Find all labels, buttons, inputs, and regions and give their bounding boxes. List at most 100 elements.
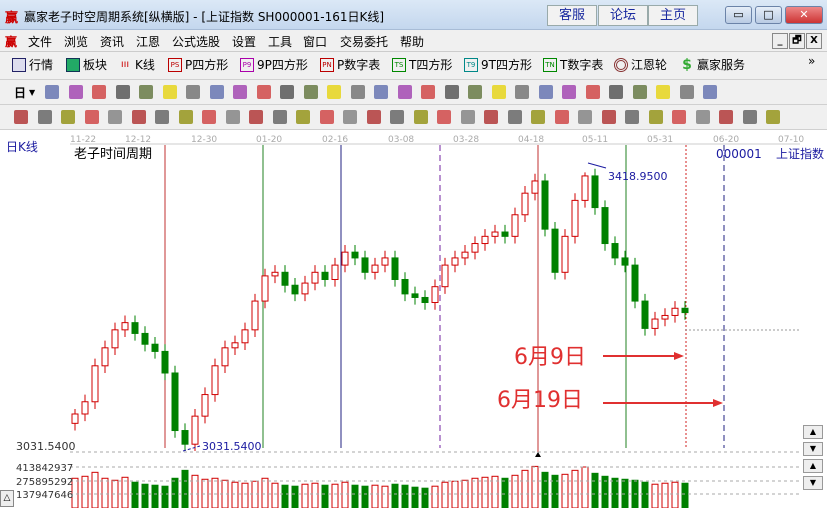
sectors-button[interactable]: 板块 bbox=[66, 56, 107, 73]
t-square-button[interactable]: TS T四方形 bbox=[392, 56, 452, 73]
menu-trade[interactable]: 交易委托 bbox=[340, 35, 389, 49]
drawing-tool-icon[interactable] bbox=[578, 110, 592, 124]
chart-tool-icon[interactable] bbox=[444, 85, 459, 99]
chart-tool-icon[interactable] bbox=[256, 85, 271, 99]
mdi-restore-button[interactable]: 🗗 bbox=[789, 33, 805, 49]
chart-tool-icon[interactable] bbox=[68, 85, 83, 99]
menu-info[interactable]: 资讯 bbox=[100, 35, 125, 49]
scroll-down-button[interactable]: ▼ bbox=[803, 476, 823, 490]
kline-chart[interactable]: 11-22 12-12 12-30 01-20 02-16 03-08 03-28 04-18… bbox=[0, 130, 827, 508]
minimize-button[interactable]: ▭ bbox=[725, 6, 752, 24]
drawing-tool-icon[interactable] bbox=[84, 110, 99, 124]
chart-tool-icon[interactable] bbox=[280, 85, 294, 99]
kline-button[interactable]: ııı K线 bbox=[118, 56, 155, 73]
chart-area[interactable]: 11-22 12-12 12-30 01-20 02-16 03-08 03-28 04-18… bbox=[0, 130, 827, 508]
drawing-tool-icon[interactable] bbox=[413, 110, 428, 124]
chart-tool-icon[interactable] bbox=[515, 85, 529, 99]
chart-tool-icon[interactable] bbox=[45, 85, 59, 99]
drawing-tool-icon[interactable] bbox=[296, 110, 310, 124]
quotes-button[interactable]: 行情 bbox=[12, 56, 53, 73]
gann-wheel-button[interactable]: 江恩轮 bbox=[614, 56, 667, 73]
mdi-close-button[interactable]: X bbox=[806, 33, 822, 49]
drawing-tool-icon[interactable] bbox=[531, 110, 545, 124]
drawing-tool-icon[interactable] bbox=[108, 110, 122, 124]
chart-tool-icon[interactable] bbox=[421, 85, 435, 99]
chart-tool-icon[interactable] bbox=[209, 85, 224, 99]
drawing-tool-icon[interactable] bbox=[601, 110, 616, 124]
chart-tool-icon[interactable] bbox=[538, 85, 553, 99]
drawing-tool-icon[interactable] bbox=[249, 110, 263, 124]
drawing-tool-icon[interactable] bbox=[319, 110, 334, 124]
homepage-link[interactable]: 主页 bbox=[648, 5, 698, 26]
service-button[interactable]: $ 赢家服务 bbox=[680, 56, 745, 73]
chart-tool-icon[interactable] bbox=[585, 85, 600, 99]
drawing-tool-icon[interactable] bbox=[14, 110, 28, 124]
menu-file[interactable]: 文件 bbox=[28, 35, 53, 49]
drawing-tool-icon[interactable] bbox=[390, 110, 404, 124]
forum-link[interactable]: 论坛 bbox=[598, 5, 648, 26]
chart-tool-icon[interactable] bbox=[92, 85, 106, 99]
chart-tool-icon[interactable] bbox=[491, 85, 506, 99]
p-square-button[interactable]: PS P四方形 bbox=[168, 56, 228, 73]
period-dropdown[interactable]: 日 ▼ bbox=[14, 84, 35, 101]
chart-tool-icon[interactable] bbox=[139, 85, 153, 99]
zoom-in-button[interactable]: ▲ bbox=[803, 425, 823, 439]
drawing-tool-icon[interactable] bbox=[272, 110, 287, 124]
chart-tool-icon[interactable] bbox=[468, 85, 482, 99]
chart-tool-icon[interactable] bbox=[233, 85, 247, 99]
drawing-tool-icon[interactable] bbox=[225, 110, 240, 124]
drawing-tool-icon[interactable] bbox=[648, 110, 663, 124]
drawing-tool-icon[interactable] bbox=[178, 110, 193, 124]
menu-window[interactable]: 窗口 bbox=[303, 35, 328, 49]
chart-tool-icon[interactable] bbox=[374, 85, 388, 99]
menu-tools[interactable]: 工具 bbox=[268, 35, 293, 49]
expand-panel-button[interactable]: △ bbox=[0, 490, 14, 507]
drawing-tool-icon[interactable] bbox=[202, 110, 216, 124]
close-button[interactable]: ✕ bbox=[785, 6, 823, 24]
chart-tool-icon[interactable] bbox=[632, 85, 647, 99]
drawing-tool-icon[interactable] bbox=[719, 110, 733, 124]
drawing-tool-icon[interactable] bbox=[460, 110, 475, 124]
chart-tool-icon[interactable] bbox=[397, 85, 412, 99]
drawing-tool-icon[interactable] bbox=[155, 110, 169, 124]
chart-tool-icon[interactable] bbox=[562, 85, 576, 99]
chart-tool-icon[interactable] bbox=[327, 85, 341, 99]
chart-tool-icon[interactable] bbox=[350, 85, 365, 99]
chart-tool-icon[interactable] bbox=[609, 85, 623, 99]
drawing-tool-icon[interactable] bbox=[672, 110, 686, 124]
drawing-tool-icon[interactable] bbox=[484, 110, 498, 124]
drawing-tool-icon[interactable] bbox=[554, 110, 569, 124]
menu-settings[interactable]: 设置 bbox=[232, 35, 257, 49]
maximize-button[interactable]: □ bbox=[755, 6, 782, 24]
t-table-button[interactable]: TN T数字表 bbox=[543, 56, 603, 73]
chart-tool-icon[interactable] bbox=[162, 85, 177, 99]
drawing-tool-icon[interactable] bbox=[343, 110, 357, 124]
drawing-tool-icon[interactable] bbox=[742, 110, 757, 124]
drawing-tool-icon[interactable] bbox=[131, 110, 146, 124]
menu-help[interactable]: 帮助 bbox=[400, 35, 425, 49]
chart-tool-icon[interactable] bbox=[303, 85, 318, 99]
drawing-tool-icon[interactable] bbox=[625, 110, 639, 124]
9t-square-button[interactable]: T9 9T四方形 bbox=[464, 56, 532, 73]
chart-tool-icon[interactable] bbox=[679, 85, 694, 99]
chart-tool-icon[interactable] bbox=[186, 85, 200, 99]
drawing-tool-icon[interactable] bbox=[695, 110, 710, 124]
mdi-minimize-button[interactable]: _ bbox=[772, 33, 788, 49]
drawing-tool-icon[interactable] bbox=[366, 110, 381, 124]
drawing-tool-icon[interactable] bbox=[766, 110, 780, 124]
menu-browse[interactable]: 浏览 bbox=[64, 35, 89, 49]
toolbar-more-button[interactable]: » bbox=[808, 54, 816, 68]
9p-square-button[interactable]: P9 9P四方形 bbox=[240, 56, 308, 73]
drawing-tool-icon[interactable] bbox=[37, 110, 52, 124]
scroll-up-button[interactable]: ▲ bbox=[803, 459, 823, 473]
drawing-tool-icon[interactable] bbox=[61, 110, 75, 124]
drawing-tool-icon[interactable] bbox=[507, 110, 522, 124]
menu-formula[interactable]: 公式选股 bbox=[172, 35, 221, 49]
chart-tool-icon[interactable] bbox=[115, 85, 130, 99]
chart-tool-icon[interactable] bbox=[656, 85, 670, 99]
drawing-tool-icon[interactable] bbox=[437, 110, 451, 124]
menu-gann[interactable]: 江恩 bbox=[136, 35, 161, 49]
customer-service-link[interactable]: 客服 bbox=[547, 5, 597, 26]
chart-tool-icon[interactable] bbox=[703, 85, 717, 99]
p-table-button[interactable]: PN P数字表 bbox=[320, 56, 380, 73]
